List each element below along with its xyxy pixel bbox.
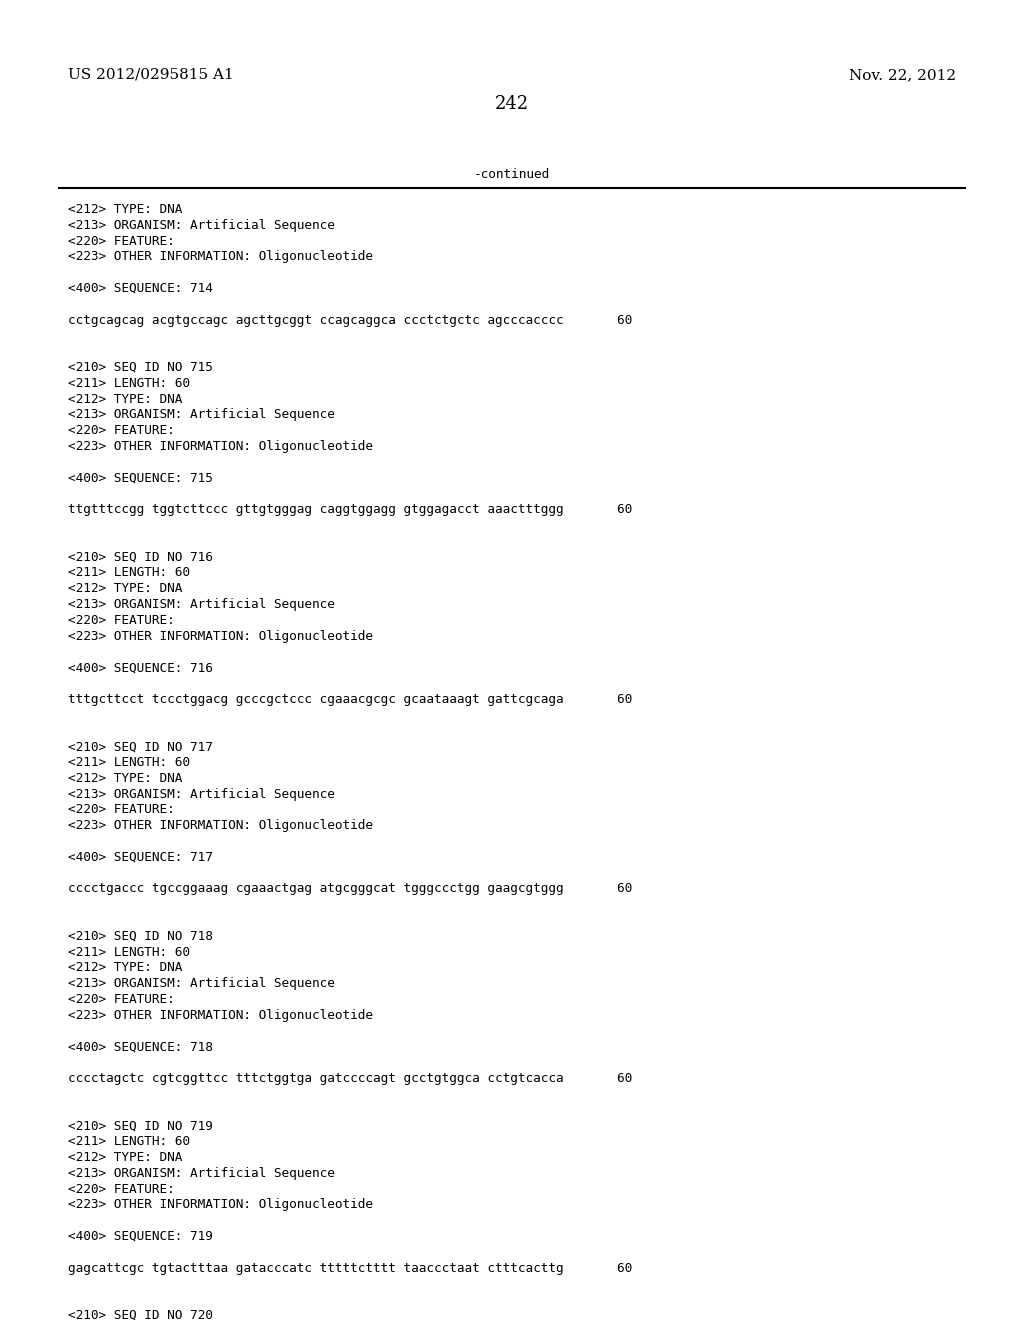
Text: <223> OTHER INFORMATION: Oligonucleotide: <223> OTHER INFORMATION: Oligonucleotide bbox=[68, 440, 373, 453]
Text: <213> ORGANISM: Artificial Sequence: <213> ORGANISM: Artificial Sequence bbox=[68, 408, 335, 421]
Text: <213> ORGANISM: Artificial Sequence: <213> ORGANISM: Artificial Sequence bbox=[68, 219, 335, 232]
Text: <211> LENGTH: 60: <211> LENGTH: 60 bbox=[68, 756, 190, 770]
Text: <400> SEQUENCE: 719: <400> SEQUENCE: 719 bbox=[68, 1230, 213, 1243]
Text: <400> SEQUENCE: 714: <400> SEQUENCE: 714 bbox=[68, 282, 213, 294]
Text: <400> SEQUENCE: 716: <400> SEQUENCE: 716 bbox=[68, 661, 213, 675]
Text: Nov. 22, 2012: Nov. 22, 2012 bbox=[849, 69, 956, 82]
Text: <210> SEQ ID NO 719: <210> SEQ ID NO 719 bbox=[68, 1119, 213, 1133]
Text: <212> TYPE: DNA: <212> TYPE: DNA bbox=[68, 203, 182, 216]
Text: <223> OTHER INFORMATION: Oligonucleotide: <223> OTHER INFORMATION: Oligonucleotide bbox=[68, 630, 373, 643]
Text: -continued: -continued bbox=[474, 168, 550, 181]
Text: <211> LENGTH: 60: <211> LENGTH: 60 bbox=[68, 376, 190, 389]
Text: <220> FEATURE:: <220> FEATURE: bbox=[68, 424, 175, 437]
Text: <212> TYPE: DNA: <212> TYPE: DNA bbox=[68, 772, 182, 785]
Text: <212> TYPE: DNA: <212> TYPE: DNA bbox=[68, 961, 182, 974]
Text: cccctgaccc tgccggaaag cgaaactgag atgcgggcat tgggccctgg gaagcgtggg       60: cccctgaccc tgccggaaag cgaaactgag atgcggg… bbox=[68, 882, 632, 895]
Text: <212> TYPE: DNA: <212> TYPE: DNA bbox=[68, 1151, 182, 1164]
Text: cccctagctc cgtcggttcc tttctggtga gatccccagt gcctgtggca cctgtcacca       60: cccctagctc cgtcggttcc tttctggtga gatcccc… bbox=[68, 1072, 632, 1085]
Text: <223> OTHER INFORMATION: Oligonucleotide: <223> OTHER INFORMATION: Oligonucleotide bbox=[68, 1008, 373, 1022]
Text: <210> SEQ ID NO 715: <210> SEQ ID NO 715 bbox=[68, 360, 213, 374]
Text: <213> ORGANISM: Artificial Sequence: <213> ORGANISM: Artificial Sequence bbox=[68, 788, 335, 801]
Text: 242: 242 bbox=[495, 95, 529, 114]
Text: <210> SEQ ID NO 716: <210> SEQ ID NO 716 bbox=[68, 550, 213, 564]
Text: <223> OTHER INFORMATION: Oligonucleotide: <223> OTHER INFORMATION: Oligonucleotide bbox=[68, 251, 373, 264]
Text: ttgtttccgg tggtcttccc gttgtgggag caggtggagg gtggagacct aaactttggg       60: ttgtttccgg tggtcttccc gttgtgggag caggtgg… bbox=[68, 503, 632, 516]
Text: <211> LENGTH: 60: <211> LENGTH: 60 bbox=[68, 945, 190, 958]
Text: <400> SEQUENCE: 715: <400> SEQUENCE: 715 bbox=[68, 471, 213, 484]
Text: <220> FEATURE:: <220> FEATURE: bbox=[68, 804, 175, 816]
Text: <213> ORGANISM: Artificial Sequence: <213> ORGANISM: Artificial Sequence bbox=[68, 598, 335, 611]
Text: <220> FEATURE:: <220> FEATURE: bbox=[68, 614, 175, 627]
Text: <210> SEQ ID NO 720: <210> SEQ ID NO 720 bbox=[68, 1309, 213, 1320]
Text: US 2012/0295815 A1: US 2012/0295815 A1 bbox=[68, 69, 233, 82]
Text: <211> LENGTH: 60: <211> LENGTH: 60 bbox=[68, 566, 190, 579]
Text: <400> SEQUENCE: 718: <400> SEQUENCE: 718 bbox=[68, 1040, 213, 1053]
Text: <223> OTHER INFORMATION: Oligonucleotide: <223> OTHER INFORMATION: Oligonucleotide bbox=[68, 1199, 373, 1212]
Text: <211> LENGTH: 60: <211> LENGTH: 60 bbox=[68, 1135, 190, 1148]
Text: tttgcttcct tccctggacg gcccgctccc cgaaacgcgc gcaataaagt gattcgcaga       60: tttgcttcct tccctggacg gcccgctccc cgaaacg… bbox=[68, 693, 632, 706]
Text: <220> FEATURE:: <220> FEATURE: bbox=[68, 993, 175, 1006]
Text: <212> TYPE: DNA: <212> TYPE: DNA bbox=[68, 392, 182, 405]
Text: <213> ORGANISM: Artificial Sequence: <213> ORGANISM: Artificial Sequence bbox=[68, 977, 335, 990]
Text: cctgcagcag acgtgccagc agcttgcggt ccagcaggca ccctctgctc agcccacccc       60: cctgcagcag acgtgccagc agcttgcggt ccagcag… bbox=[68, 314, 632, 326]
Text: <212> TYPE: DNA: <212> TYPE: DNA bbox=[68, 582, 182, 595]
Text: <223> OTHER INFORMATION: Oligonucleotide: <223> OTHER INFORMATION: Oligonucleotide bbox=[68, 820, 373, 832]
Text: <400> SEQUENCE: 717: <400> SEQUENCE: 717 bbox=[68, 851, 213, 863]
Text: <220> FEATURE:: <220> FEATURE: bbox=[68, 1183, 175, 1196]
Text: <220> FEATURE:: <220> FEATURE: bbox=[68, 235, 175, 248]
Text: <210> SEQ ID NO 718: <210> SEQ ID NO 718 bbox=[68, 929, 213, 942]
Text: <210> SEQ ID NO 717: <210> SEQ ID NO 717 bbox=[68, 741, 213, 754]
Text: <213> ORGANISM: Artificial Sequence: <213> ORGANISM: Artificial Sequence bbox=[68, 1167, 335, 1180]
Text: gagcattcgc tgtactttaa gatacccatc tttttctttt taaccctaat ctttcacttg       60: gagcattcgc tgtactttaa gatacccatc tttttct… bbox=[68, 1262, 632, 1275]
